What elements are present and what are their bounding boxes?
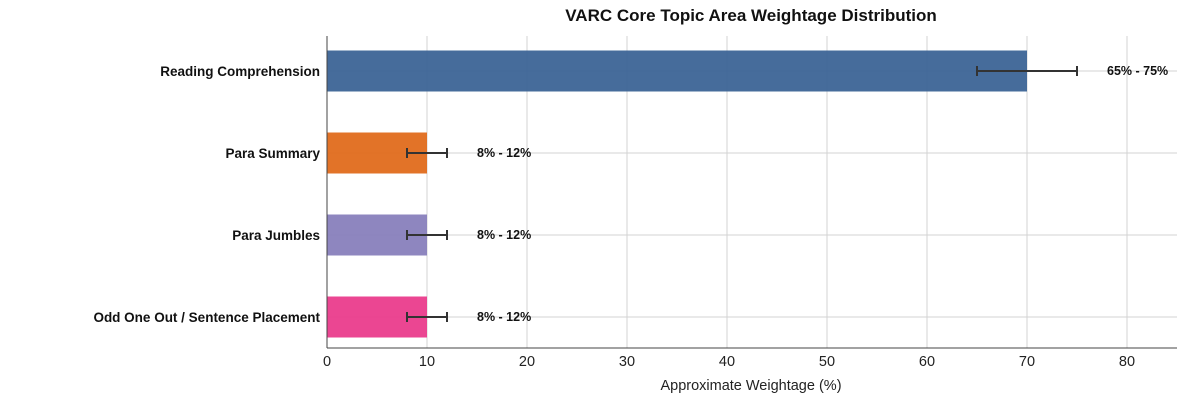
x-tick-label: 70 [1019,354,1035,370]
x-axis-label: Approximate Weightage (%) [660,378,841,394]
x-tick-label: 80 [1119,354,1135,370]
data-label: 8% - 12% [477,146,531,160]
bar [327,50,1027,92]
data-label: 8% - 12% [477,310,531,324]
bars [327,50,1078,338]
x-tick-label: 0 [323,354,331,370]
category-label: Para Summary [225,146,320,161]
category-label: Odd One Out / Sentence Placement [93,310,320,325]
x-tick-label: 20 [519,354,535,370]
x-tick-label: 30 [619,354,635,370]
data-label: 65% - 75% [1107,64,1168,78]
category-label: Reading Comprehension [160,64,320,79]
x-tick-label: 10 [419,354,435,370]
category-label: Para Jumbles [232,228,320,243]
chart-title: VARC Core Topic Area Weightage Distribut… [565,6,937,25]
axes [326,36,1177,349]
data-label: 8% - 12% [477,228,531,242]
x-tick-label: 40 [719,354,735,370]
x-tick-label: 60 [919,354,935,370]
x-tick-label: 50 [819,354,835,370]
labels: Reading Comprehension 65% - 75% Para Summa… [93,64,1168,370]
